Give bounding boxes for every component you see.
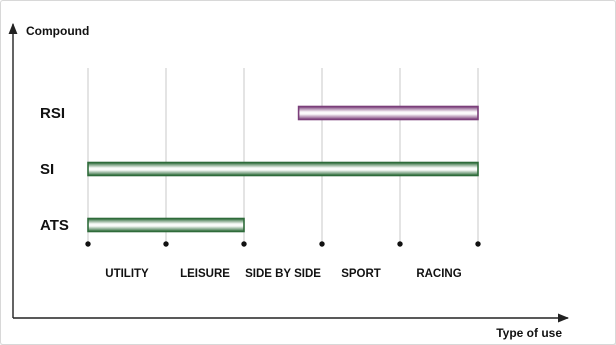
category-label: LEISURE [180,268,230,280]
tick-markers [85,241,481,247]
row-labels: RSI SI ATS [40,105,69,234]
category-labels: UTILITY LEISURE SIDE BY SIDE SPORT RACING [105,268,461,280]
category-label: RACING [416,268,461,280]
x-axis-title: Type of use [496,326,562,340]
tick-dot [241,241,247,247]
tick-dot [85,241,91,247]
bar-ats [87,217,245,233]
gridlines [87,68,479,244]
row-label-ats: ATS [40,217,69,234]
y-axis-title: Compound [26,24,89,38]
tick-dot [319,241,325,247]
row-label-rsi: RSI [40,105,65,122]
row-label-si: SI [40,161,54,178]
bars [87,105,479,233]
bar-rsi [297,105,479,121]
category-label: UTILITY [105,268,149,280]
tick-dot [475,241,481,247]
bar-si [87,161,479,177]
category-label: SPORT [341,268,381,280]
tick-dot [163,241,169,247]
category-label: SIDE BY SIDE [245,268,321,280]
tick-dot [397,241,403,247]
